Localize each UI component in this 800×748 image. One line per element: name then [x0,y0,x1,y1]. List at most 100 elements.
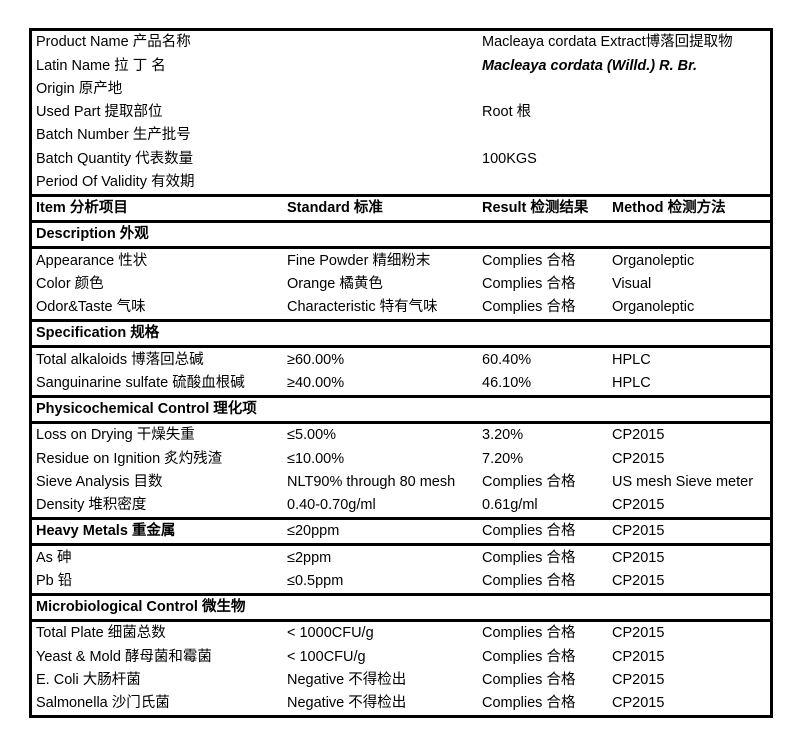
column-header-row: Item 分析项目 Standard 标准 Result 检测结果 Method… [32,197,770,220]
info-row-origin: Origin 原产地 [32,78,770,101]
table-row-appearance: Appearance 性状 Fine Powder 精细粉末 Complies 合格… [32,249,770,272]
item-cell: Color 颜色 [36,275,104,292]
info-row-period-of-validity: Period Of Validity 有效期 [32,171,770,194]
column-header-item: Item 分析项目 [36,200,128,217]
method-cell: Visual [612,275,652,292]
standard-cell: Negative 不得检出 [287,695,407,712]
info-row-used-part: Used Part 提取部位 Root 根 [32,101,770,124]
method-cell: HPLC [612,351,651,368]
method-cell: CP2015 [612,497,665,514]
result-cell: Complies 合格 [482,625,576,642]
standard-cell: < 1000CFU/g [287,625,374,642]
section-header-heavy-metals: Heavy Metals 重金属 ≤20ppm Complies 合格 CP2015 [32,520,770,543]
table-row-loss-on-drying: Loss on Drying 干燥失重 ≤5.00% 3.20% CP2015 [32,424,770,447]
result-cell: 60.40% [482,351,532,368]
divider-line [32,220,770,223]
standard-cell: ≥60.00% [287,351,345,368]
table-row-odor-taste: Odor&Taste 气味 Characteristic 特有气味 Complies… [32,296,770,319]
standard-cell: ≤5.00% [287,427,337,444]
info-value: 100KGS [482,150,537,167]
section-title: Specification 规格 [36,325,160,342]
result-cell: Complies 合格 [482,648,576,665]
method-cell: Organoleptic [612,299,695,316]
result-cell: Complies 合格 [482,671,576,688]
result-cell: Complies 合格 [482,252,576,269]
result-cell: 0.61g/ml [482,497,538,514]
item-cell: As 砷 [36,549,72,566]
section-title: Heavy Metals 重金属 [36,523,176,540]
method-cell: CP2015 [612,523,665,540]
method-cell: HPLC [612,374,651,391]
divider-line [32,345,770,349]
info-value: Macleaya cordata (Willd.) R. Br. [482,57,698,74]
standard-cell: 0.40-0.70g/ml [287,497,376,514]
table-row-color: Color 颜色 Orange 橘黄色 Complies 合格 Visual [32,273,770,296]
item-cell: Sieve Analysis 目数 [36,473,163,490]
item-cell: Total Plate 细菌总数 [36,625,166,642]
section-title: Microbiological Control 微生物 [36,599,246,616]
divider-line [32,543,770,547]
standard-cell: NLT90% through 80 mesh [287,473,456,490]
result-cell: Complies 合格 [482,549,576,566]
result-cell: Complies 合格 [482,473,576,490]
item-cell: Yeast & Mold 酵母菌和霉菌 [36,648,212,665]
table-row-density: Density 堆积密度 0.40-0.70g/ml 0.61g/ml CP2015 [32,494,770,517]
section-title: Physicochemical Control 理化项 [36,401,257,418]
table-row-salmonella: Salmonella 沙门氏菌 Negative 不得检出 Complies 合格 C… [32,692,770,715]
section-header-description: Description 外观 [32,223,770,246]
result-cell: Complies 合格 [482,299,576,316]
item-cell: Density 堆积密度 [36,497,147,514]
item-cell: Loss on Drying 干燥失重 [36,427,195,444]
divider-line [32,619,770,622]
result-cell: Complies 合格 [482,572,576,589]
table-row-sieve-analysis: Sieve Analysis 目数 NLT90% through 80 mesh C… [32,471,770,494]
divider-line [32,394,770,398]
standard-cell: ≥40.00% [287,374,345,391]
divider-line [32,246,770,250]
result-cell: Complies 合格 [482,695,576,712]
table-row-as: As 砷 ≤2ppm Complies 合格 CP2015 [32,546,770,569]
standard-cell: ≤2ppm [287,549,332,566]
info-label: Origin 原产地 [36,80,123,97]
table-row-e-coli: E. Coli 大肠杆菌 Negative 不得检出 Complies 合格 CP20… [32,669,770,692]
method-cell: CP2015 [612,625,665,642]
standard-cell: Fine Powder 精细粉末 [287,252,431,269]
divider-line [32,319,770,322]
item-cell: Sanguinarine sulfate 硫酸血根碱 [36,374,245,391]
info-row-product-name: Product Name 产品名称 Macleaya cordata Extrac… [32,31,770,54]
standard-cell: ≤0.5ppm [287,572,344,589]
result-cell: 46.10% [482,374,532,391]
info-label: Latin Name 拉 丁 名 [36,57,166,74]
section-header-physicochemical-control: Physicochemical Control 理化项 [32,398,770,421]
divider-line [32,592,770,596]
method-cell: US mesh Sieve meter [612,473,754,490]
certificate-of-analysis-table: Product Name 产品名称 Macleaya cordata Extrac… [29,28,773,718]
divider-line [32,421,770,424]
standard-cell: ≤20ppm [287,523,340,540]
info-value: Macleaya cordata Extract博落回提取物 [482,34,733,51]
info-row-batch-quantity: Batch Quantity 代表数量 100KGS [32,147,770,170]
section-title: Description 外观 [36,226,149,243]
table-row-residue-on-ignition: Residue on Ignition 炙灼残渣 ≤10.00% 7.20% CP20… [32,447,770,470]
column-header-method: Method 检测方法 [612,200,726,217]
result-cell: 3.20% [482,427,524,444]
section-header-specification: Specification 规格 [32,322,770,345]
standard-cell: < 100CFU/g [287,648,366,665]
method-cell: CP2015 [612,572,665,589]
item-cell: Pb 铅 [36,572,73,589]
method-cell: CP2015 [612,671,665,688]
method-cell: CP2015 [612,427,665,444]
info-label: Batch Number 生产批号 [36,127,191,144]
info-value: Root 根 [482,104,532,121]
result-cell: Complies 合格 [482,523,576,540]
method-cell: CP2015 [612,450,665,467]
standard-cell: ≤10.00% [287,450,345,467]
result-cell: 7.20% [482,450,524,467]
info-row-latin-name: Latin Name 拉 丁 名 Macleaya cordata (Willd.… [32,54,770,77]
table-row-total-alkaloids: Total alkaloids 博落回总碱 ≥60.00% 60.40% HPLC [32,348,770,371]
info-label: Product Name 产品名称 [36,34,191,51]
method-cell: CP2015 [612,648,665,665]
info-label: Batch Quantity 代表数量 [36,150,194,167]
table-row-pb: Pb 铅 ≤0.5ppm Complies 合格 CP2015 [32,570,770,593]
item-cell: E. Coli 大肠杆菌 [36,671,141,688]
